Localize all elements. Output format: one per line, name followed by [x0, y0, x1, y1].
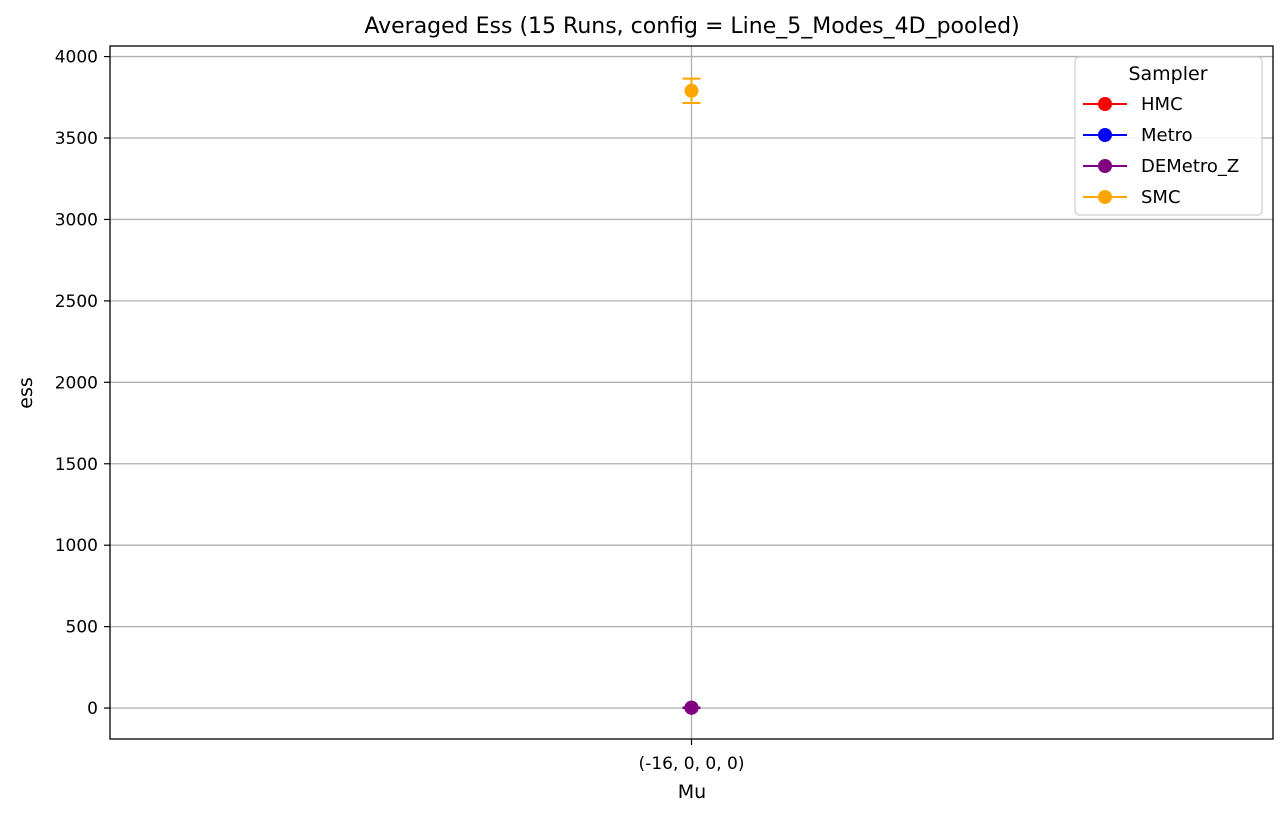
chart-title: Averaged Ess (15 Runs, config = Line_5_M…	[364, 14, 1019, 39]
series-demetro-z	[682, 700, 701, 715]
y-tick-label: 3000	[55, 210, 98, 230]
y-tick-label: 1000	[55, 536, 98, 556]
legend-marker	[1098, 97, 1112, 111]
legend: Sampler HMC Metro DEMetro_Z SMC	[1074, 56, 1263, 216]
legend-entry: Metro	[1083, 125, 1193, 146]
y-tick-label: 500	[66, 618, 98, 638]
y-axis-ticks: 0 500 1000 1500 2000 2500 3000 3500 4000	[55, 48, 110, 719]
legend-entry: SMC	[1083, 187, 1181, 208]
legend-title: Sampler	[1128, 63, 1207, 85]
legend-label: DEMetro_Z	[1141, 156, 1239, 177]
x-axis-ticks: (-16, 0, 0, 0)	[639, 739, 745, 774]
data-point	[684, 83, 699, 98]
legend-label: SMC	[1141, 187, 1181, 208]
legend-label: Metro	[1141, 125, 1193, 146]
legend-box	[1074, 56, 1263, 216]
y-tick-label: 0	[87, 699, 98, 719]
y-tick-label: 3500	[55, 129, 98, 149]
y-axis-label: ess	[15, 377, 37, 409]
y-tick-label: 2500	[55, 292, 98, 312]
grid-layer	[110, 46, 1273, 739]
x-axis-label: Mu	[678, 781, 706, 803]
legend-marker	[1098, 159, 1112, 173]
legend-marker	[1098, 128, 1112, 142]
legend-entry: DEMetro_Z	[1083, 156, 1239, 177]
legend-label: HMC	[1141, 94, 1183, 115]
legend-marker	[1098, 190, 1112, 204]
legend-entry: HMC	[1083, 94, 1183, 115]
y-tick-label: 2000	[55, 373, 98, 393]
y-tick-label: 4000	[55, 48, 98, 68]
series-layer	[682, 77, 701, 715]
plot-frame	[109, 45, 1274, 740]
data-point	[684, 700, 699, 715]
x-tick-label: (-16, 0, 0, 0)	[639, 754, 745, 774]
legend-entries: HMC Metro DEMetro_Z SMC	[1083, 94, 1239, 208]
series-smc	[682, 77, 701, 105]
y-tick-label: 1500	[55, 455, 98, 475]
